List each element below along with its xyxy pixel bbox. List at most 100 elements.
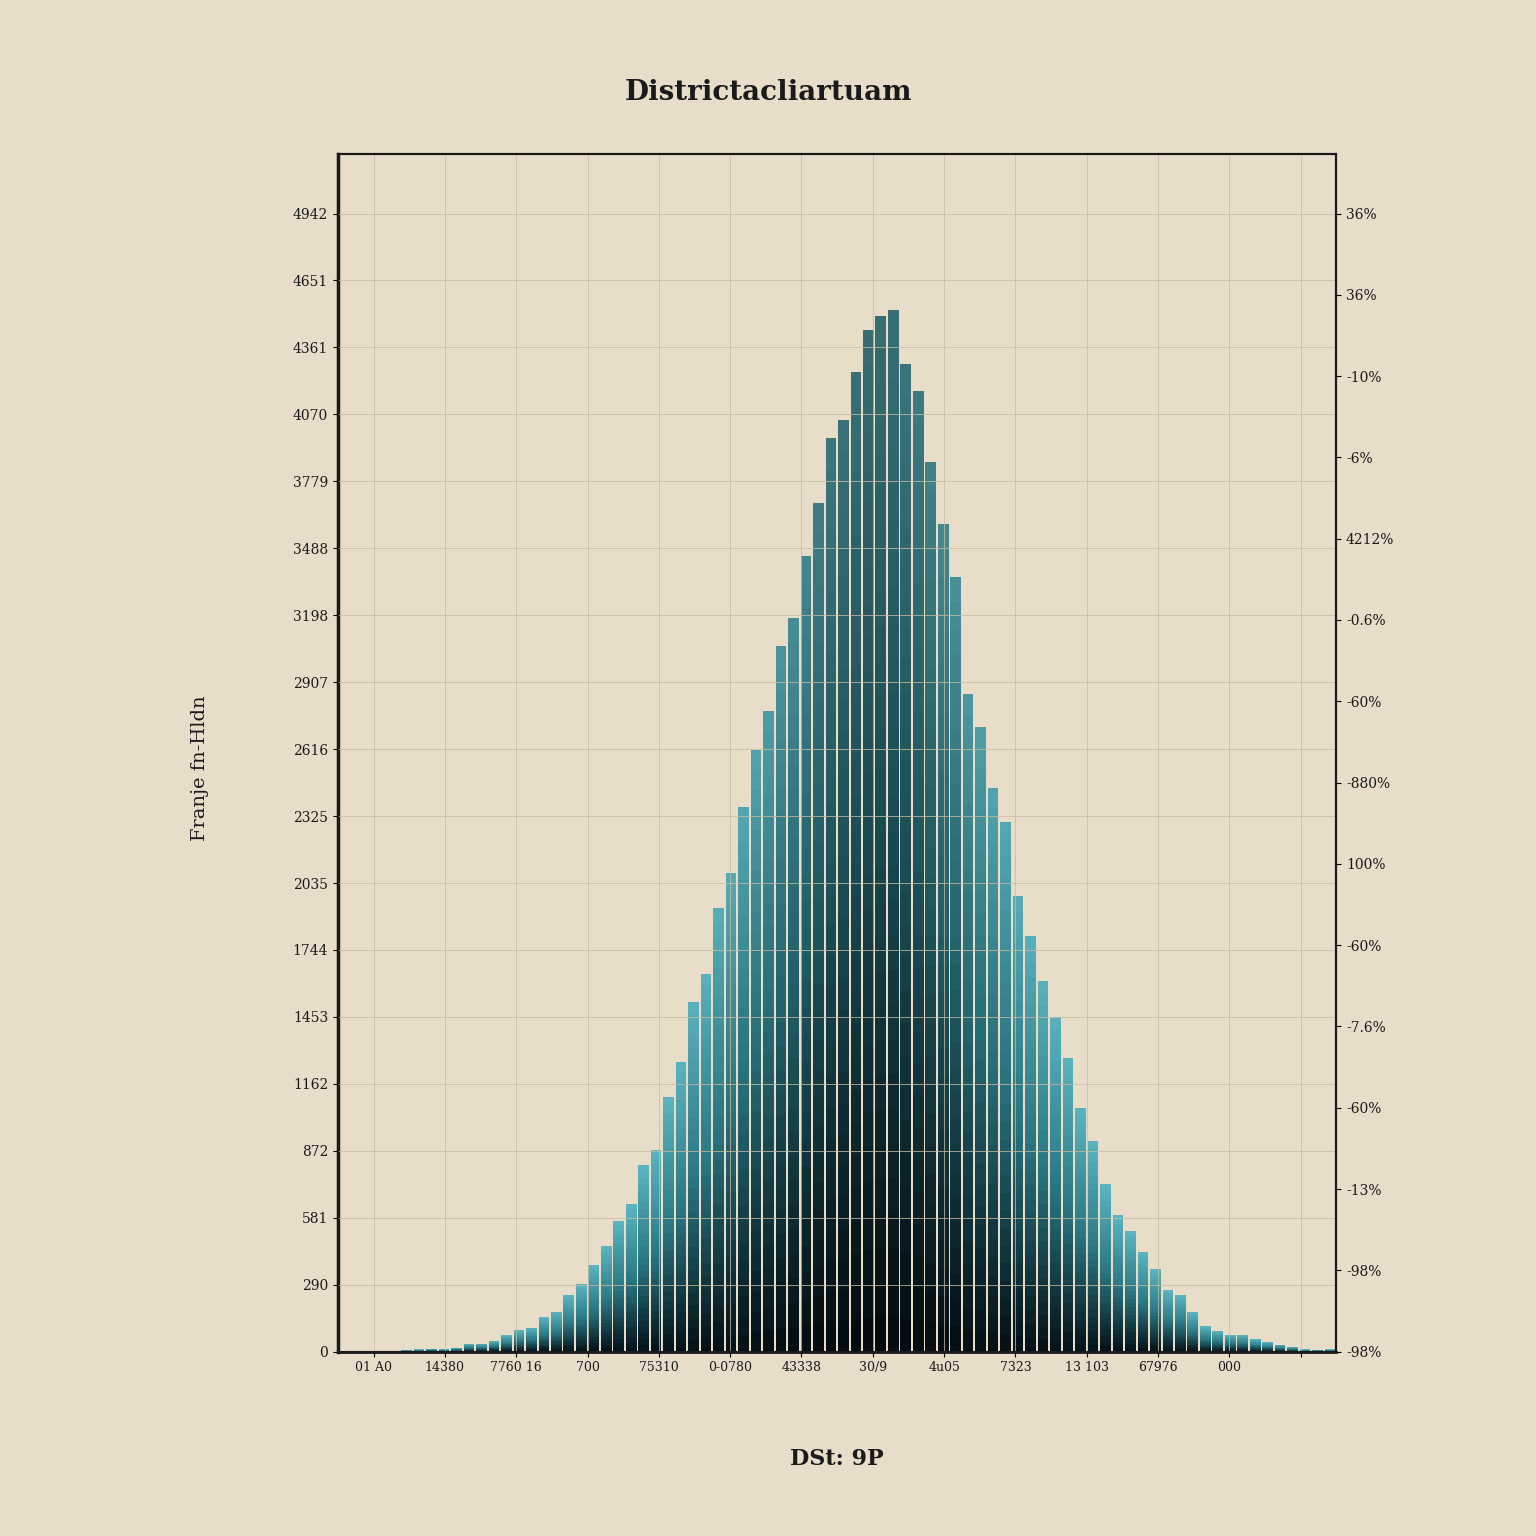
Bar [825,1107,836,1138]
Bar [639,1246,650,1252]
Bar [1112,1342,1123,1347]
Bar [1063,1078,1074,1087]
Bar [1012,1018,1023,1032]
Bar [625,1209,636,1213]
Bar [1150,1341,1161,1344]
Bar [1051,1072,1061,1084]
Bar [1000,998,1011,1015]
Bar [613,1286,624,1290]
Bar [751,911,762,931]
Bar [1163,1290,1174,1292]
Bar [1025,1117,1035,1130]
Bar [800,1140,811,1166]
Bar [1025,1032,1035,1046]
Bar [1175,1310,1186,1312]
Bar [564,1299,574,1301]
Bar [713,1071,723,1086]
Bar [601,1330,611,1335]
Bar [601,1246,611,1249]
Bar [975,1060,986,1081]
Bar [1075,1132,1086,1141]
Bar [988,1333,998,1352]
Bar [664,1250,674,1258]
Bar [676,1187,687,1197]
Bar [900,496,911,528]
Bar [800,582,811,610]
Bar [688,1083,699,1095]
Bar [676,1275,687,1284]
Bar [1112,1261,1123,1266]
Bar [788,1204,799,1229]
Bar [1012,1109,1023,1124]
Bar [1063,1107,1074,1117]
Bar [576,1299,587,1303]
Bar [601,1338,611,1341]
Bar [713,1055,723,1071]
Bar [676,1091,687,1100]
Bar [975,935,986,955]
Bar [975,955,986,977]
Bar [1163,1292,1174,1293]
Bar [1087,1289,1098,1295]
Bar [601,1260,611,1264]
Bar [763,711,774,733]
Bar [739,1152,750,1170]
Bar [1138,1272,1149,1275]
Bar [888,1109,899,1143]
Bar [700,1037,711,1049]
Bar [564,1350,574,1352]
Bar [938,856,949,882]
Bar [1075,1303,1086,1312]
Bar [1000,892,1011,909]
Bar [688,1025,699,1037]
Bar [876,730,886,765]
Bar [651,1264,662,1272]
Bar [863,876,874,909]
Bar [1100,1252,1111,1256]
Bar [588,1293,599,1296]
Bar [601,1335,611,1338]
Bar [625,1342,636,1347]
Bar [1025,1310,1035,1324]
Bar [564,1329,574,1332]
Bar [763,1160,774,1181]
Bar [725,937,736,952]
Bar [1025,1283,1035,1296]
Bar [975,1269,986,1289]
Bar [613,1316,624,1321]
Bar [564,1336,574,1338]
Bar [700,1025,711,1037]
Bar [613,1342,624,1347]
Bar [625,1327,636,1332]
Bar [1163,1339,1174,1341]
Bar [988,900,998,920]
Bar [951,757,962,783]
Bar [975,748,986,768]
Bar [763,1266,774,1287]
Bar [713,1130,723,1144]
Bar [639,1309,650,1315]
Bar [963,1286,974,1307]
Bar [1038,982,1049,994]
Bar [739,1315,750,1333]
Bar [1025,977,1035,991]
Bar [763,754,774,776]
Bar [625,1287,636,1293]
Bar [988,995,998,1014]
Bar [1012,1215,1023,1230]
Bar [725,1272,736,1287]
Bar [925,937,935,966]
Bar [1138,1332,1149,1335]
Bar [725,872,736,889]
Bar [951,1094,962,1120]
Bar [1075,1246,1086,1255]
Bar [639,1166,650,1172]
Bar [888,1040,899,1074]
Bar [876,1041,886,1075]
Bar [863,1011,874,1044]
Bar [863,467,874,501]
Bar [938,1186,949,1213]
Bar [588,1286,599,1287]
Bar [1150,1292,1161,1295]
Bar [788,1107,799,1132]
